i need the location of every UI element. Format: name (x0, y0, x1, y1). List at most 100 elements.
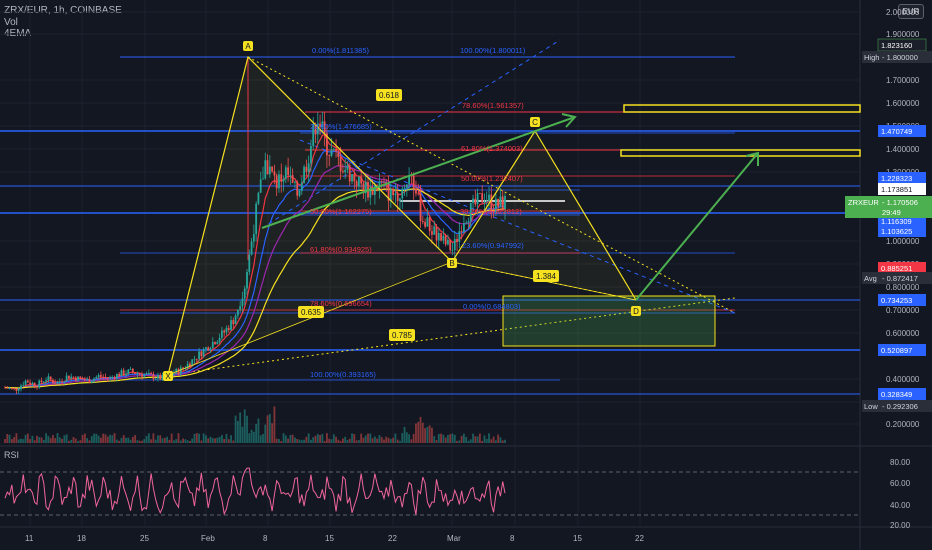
candle-body (52, 379, 54, 383)
volume-bar (275, 438, 278, 443)
candle-body (415, 188, 417, 194)
volume-bar (392, 437, 395, 443)
volume-bar (125, 437, 127, 443)
volume-bar (330, 439, 333, 443)
price-tag: 0.734253 (878, 294, 926, 306)
candle-body (29, 382, 32, 385)
pattern-point-d[interactable]: D (631, 306, 641, 316)
projection-arrows[interactable] (261, 113, 759, 301)
target-zone[interactable] (502, 295, 716, 347)
time-tick-label: 15 (325, 534, 334, 543)
svg-text:0.885251: 0.885251 (881, 264, 912, 273)
candle-body (428, 217, 431, 232)
volume-bar (300, 440, 303, 443)
candle-body (348, 165, 351, 182)
svg-text:1.116309: 1.116309 (881, 217, 912, 226)
volume-bar (141, 440, 143, 443)
time-tick-label: 15 (573, 534, 582, 543)
svg-text:0.734253: 0.734253 (881, 296, 912, 305)
candle-body (504, 196, 506, 210)
volume-bar (412, 433, 415, 443)
volume-bar (134, 435, 137, 443)
svg-text:ZRXEUR: ZRXEUR (848, 198, 879, 207)
candle-body (266, 160, 269, 175)
candle-body (99, 375, 102, 377)
volume-bar (88, 440, 91, 443)
time-tick-label: Mar (447, 534, 461, 543)
volume-bar (273, 406, 276, 443)
candle-body (90, 381, 93, 383)
volume-bar (257, 418, 260, 443)
volume-bar (252, 431, 255, 443)
candle-body (223, 330, 226, 333)
candle-body (20, 385, 22, 390)
resistance-box-lower[interactable] (620, 149, 861, 157)
price-tick-label: 1.700000 (886, 76, 920, 85)
candle-body (501, 196, 504, 210)
volume-bar (227, 439, 230, 443)
pattern-point-a[interactable]: A (243, 41, 253, 51)
ratio-label[interactable]: 0.785 (389, 329, 415, 341)
volume-bar (323, 440, 326, 443)
volume-bar (316, 434, 319, 443)
candle-body (147, 373, 150, 374)
volume-bar (341, 438, 344, 443)
candles (4, 111, 506, 394)
rsi-line (4, 467, 506, 516)
candle-body (399, 198, 401, 202)
volume-bar (355, 440, 358, 443)
candle-body (125, 373, 127, 376)
volume-bar (262, 434, 264, 443)
volume-bar (287, 438, 290, 443)
candle-body (141, 374, 143, 377)
candle-body (88, 379, 91, 383)
volume-bar (152, 433, 155, 443)
volume-bar (239, 412, 242, 443)
volume-bar (417, 421, 420, 443)
candle-body (225, 327, 228, 333)
candle-body (198, 351, 200, 359)
price-tag: 1.173851 (878, 183, 926, 195)
volume-bar (47, 435, 50, 443)
candle-body (344, 169, 347, 173)
volume-bar (163, 437, 166, 443)
ratio-label[interactable]: 0.635 (298, 306, 324, 318)
volume-bar (369, 433, 372, 443)
candle-body (4, 387, 6, 389)
fib-level-label: 50.00%(1.232407) (461, 174, 523, 183)
pattern-point-x[interactable]: X (163, 371, 173, 381)
volume-bar (401, 433, 404, 443)
xab-triangle (168, 57, 452, 375)
volume-bar (193, 434, 196, 443)
candle-body (177, 369, 180, 374)
volume-bar (99, 437, 102, 443)
candle-body (364, 182, 367, 194)
pattern-point-b[interactable]: B (447, 258, 457, 268)
ratio-label[interactable]: 1.384 (533, 270, 559, 282)
candle-body (481, 193, 484, 203)
volume-bar (360, 433, 363, 443)
volume-bar (447, 434, 449, 443)
candle-body (392, 188, 395, 196)
candle-body (442, 235, 445, 241)
volume-bar (440, 433, 442, 443)
volume-bar (159, 435, 162, 443)
ratio-label[interactable]: 0.618 (376, 89, 402, 101)
candle-body (360, 176, 363, 184)
svg-text:0.520897: 0.520897 (881, 346, 912, 355)
volume-bar (476, 436, 479, 443)
volume-bar (223, 438, 226, 443)
candle-body (403, 187, 406, 189)
volume-bar (268, 413, 271, 443)
currency-button[interactable]: EUR (898, 4, 924, 19)
candle-body (138, 373, 141, 375)
candle-body (401, 188, 404, 199)
volume-bar (168, 439, 171, 443)
candle-body (72, 376, 75, 378)
candle-body (483, 201, 486, 203)
pattern-point-c[interactable]: C (530, 117, 540, 127)
resistance-box-upper[interactable] (623, 104, 861, 113)
volume-bar (389, 438, 392, 443)
candle-body (218, 337, 221, 342)
